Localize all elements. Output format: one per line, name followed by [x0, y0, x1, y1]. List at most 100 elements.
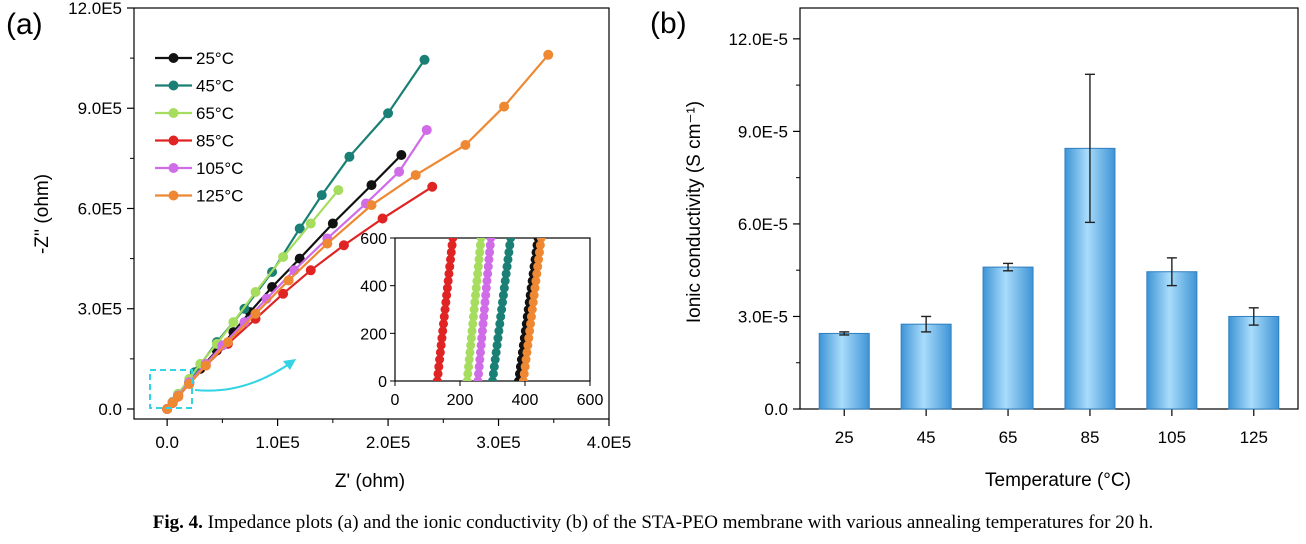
zoom-region-marker: [149, 369, 193, 409]
impedance-panel: (a) 0.0 1.0E5 2.0E5 3.0E5 4.0E5 0.0 3.0E5 6.0E5…: [6, 0, 631, 492]
bar: [1228, 315, 1280, 410]
inset-y-tick-label: 0: [378, 374, 387, 391]
panel-b-label: (b): [650, 7, 687, 40]
data-point: [228, 317, 239, 328]
impedance-y-axis-label: -Z'' (ohm): [32, 174, 53, 254]
data-point: [294, 253, 305, 264]
conductivity-panel: (b) 0.0 3.0E-5 6.0E-5 9.0E-5 12.0E-5 25 45 65 85…: [650, 7, 1299, 491]
inset-data-point: [506, 238, 516, 243]
data-point: [294, 223, 305, 234]
inset-axes: 0 200 400 600 0 200 400 600: [360, 231, 603, 409]
inset-x-tick-label: 0: [391, 392, 400, 409]
inset-data-point: [448, 238, 458, 243]
impedance-series: [162, 49, 554, 414]
conductivity-y-tick-label: 9.0E-5: [738, 122, 788, 141]
bar: [982, 266, 1034, 410]
bar-45C: [900, 315, 952, 410]
legend-label: 45°C: [196, 77, 234, 96]
data-point: [305, 265, 316, 276]
inset-series-45C: [488, 238, 516, 381]
inset-y-tick-label: 400: [360, 279, 387, 296]
data-point: [167, 397, 178, 408]
data-point: [383, 108, 394, 119]
bar-85C: [1064, 73, 1116, 410]
inset-y-tick-label: 200: [360, 326, 387, 343]
impedance-y-tick-label: 6.0E5: [78, 199, 122, 218]
inset-data-point: [536, 238, 546, 243]
legend-marker: [168, 190, 179, 201]
zoom-arrow-head: [283, 359, 296, 370]
data-point: [222, 337, 233, 348]
conductivity-x-tick-label: 105: [1158, 428, 1186, 447]
data-point: [499, 101, 510, 112]
conductivity-x-tick-label: 125: [1240, 428, 1268, 447]
legend-marker: [168, 163, 179, 173]
legend-item: 125°C: [155, 187, 243, 206]
legend-label: 125°C: [196, 187, 243, 206]
data-point: [305, 218, 316, 229]
impedance-y-tick-label: 12.0E5: [68, 0, 122, 18]
data-point: [250, 308, 261, 319]
conductivity-x-tick-label: 85: [1080, 428, 1099, 447]
conductivity-plot-frame: [799, 7, 1299, 410]
conductivity-bars: [818, 73, 1280, 410]
caption-text: Impedance plots (a) and the ionic conduc…: [207, 512, 1154, 533]
conductivity-y-tick-label: 3.0E-5: [738, 307, 788, 326]
inset-data-point: [486, 238, 496, 243]
legend-label: 85°C: [196, 132, 234, 151]
data-point: [366, 180, 377, 191]
legend-item: 25°C: [155, 49, 234, 68]
data-point: [316, 190, 327, 201]
data-point: [322, 238, 333, 249]
data-point: [410, 170, 421, 181]
impedance-plot-frame: [133, 7, 610, 420]
conductivity-y-tick-label: 12.0E-5: [728, 30, 788, 49]
bar-105C: [1146, 257, 1198, 410]
data-point: [200, 360, 211, 371]
data-point: [250, 287, 261, 298]
bar: [1146, 271, 1198, 410]
data-point: [327, 218, 338, 229]
legend-label: 105°C: [196, 159, 243, 178]
inset-x-tick-label: 400: [512, 392, 539, 409]
bar-25C: [818, 331, 870, 410]
legend-marker: [168, 53, 179, 63]
conductivity-x-tick-label: 65: [999, 428, 1018, 447]
data-point: [344, 151, 355, 162]
impedance-legend: 25°C 45°C 65°C 85°C 105°C 125°C: [155, 49, 243, 206]
conductivity-x-axis-label: Temperature (°C): [985, 470, 1131, 491]
data-point: [396, 150, 407, 161]
bar: [818, 332, 870, 410]
legend-label: 65°C: [196, 104, 234, 123]
inset-series: [432, 238, 546, 381]
conductivity-x-tick-label: 25: [835, 428, 854, 447]
impedance-axes: 0.0 1.0E5 2.0E5 3.0E5 4.0E5 0.0 3.0E5 6.0E5 9.0E…: [68, 0, 631, 452]
data-point: [377, 213, 388, 224]
conductivity-x-tick-label: 45: [917, 428, 936, 447]
data-point: [427, 181, 438, 192]
series-125C: [162, 49, 554, 414]
figure-caption: Fig. 4. Impedance plots (a) and the ioni…: [0, 512, 1306, 534]
data-point: [338, 240, 349, 251]
conductivity-y-axis-label: Ionic conductivity (S cm⁻¹): [684, 101, 705, 323]
legend-item: 45°C: [155, 77, 234, 96]
bar-65C: [982, 262, 1034, 410]
data-point: [460, 139, 471, 150]
series-line: [166, 185, 433, 410]
conductivity-axes: 0.0 3.0E-5 6.0E-5 9.0E-5 12.0E-5 25 45 65 85 105 1…: [728, 30, 1268, 447]
legend-item: 85°C: [155, 132, 234, 151]
data-point: [333, 185, 344, 196]
inset-x-tick-label: 600: [577, 392, 604, 409]
inset-y-tick-label: 600: [360, 231, 387, 248]
inset-series-105C: [473, 238, 496, 381]
conductivity-y-tick-label: 6.0E-5: [738, 215, 788, 234]
legend-item: 65°C: [155, 104, 234, 123]
panel-a-label: (a): [6, 8, 43, 41]
bar-125C: [1228, 307, 1280, 410]
inset-series-65C: [462, 238, 486, 381]
impedance-x-axis-label: Z' (ohm): [335, 471, 405, 492]
data-point: [278, 288, 289, 299]
data-point: [278, 251, 289, 262]
caption-label: Fig. 4.: [152, 512, 203, 533]
